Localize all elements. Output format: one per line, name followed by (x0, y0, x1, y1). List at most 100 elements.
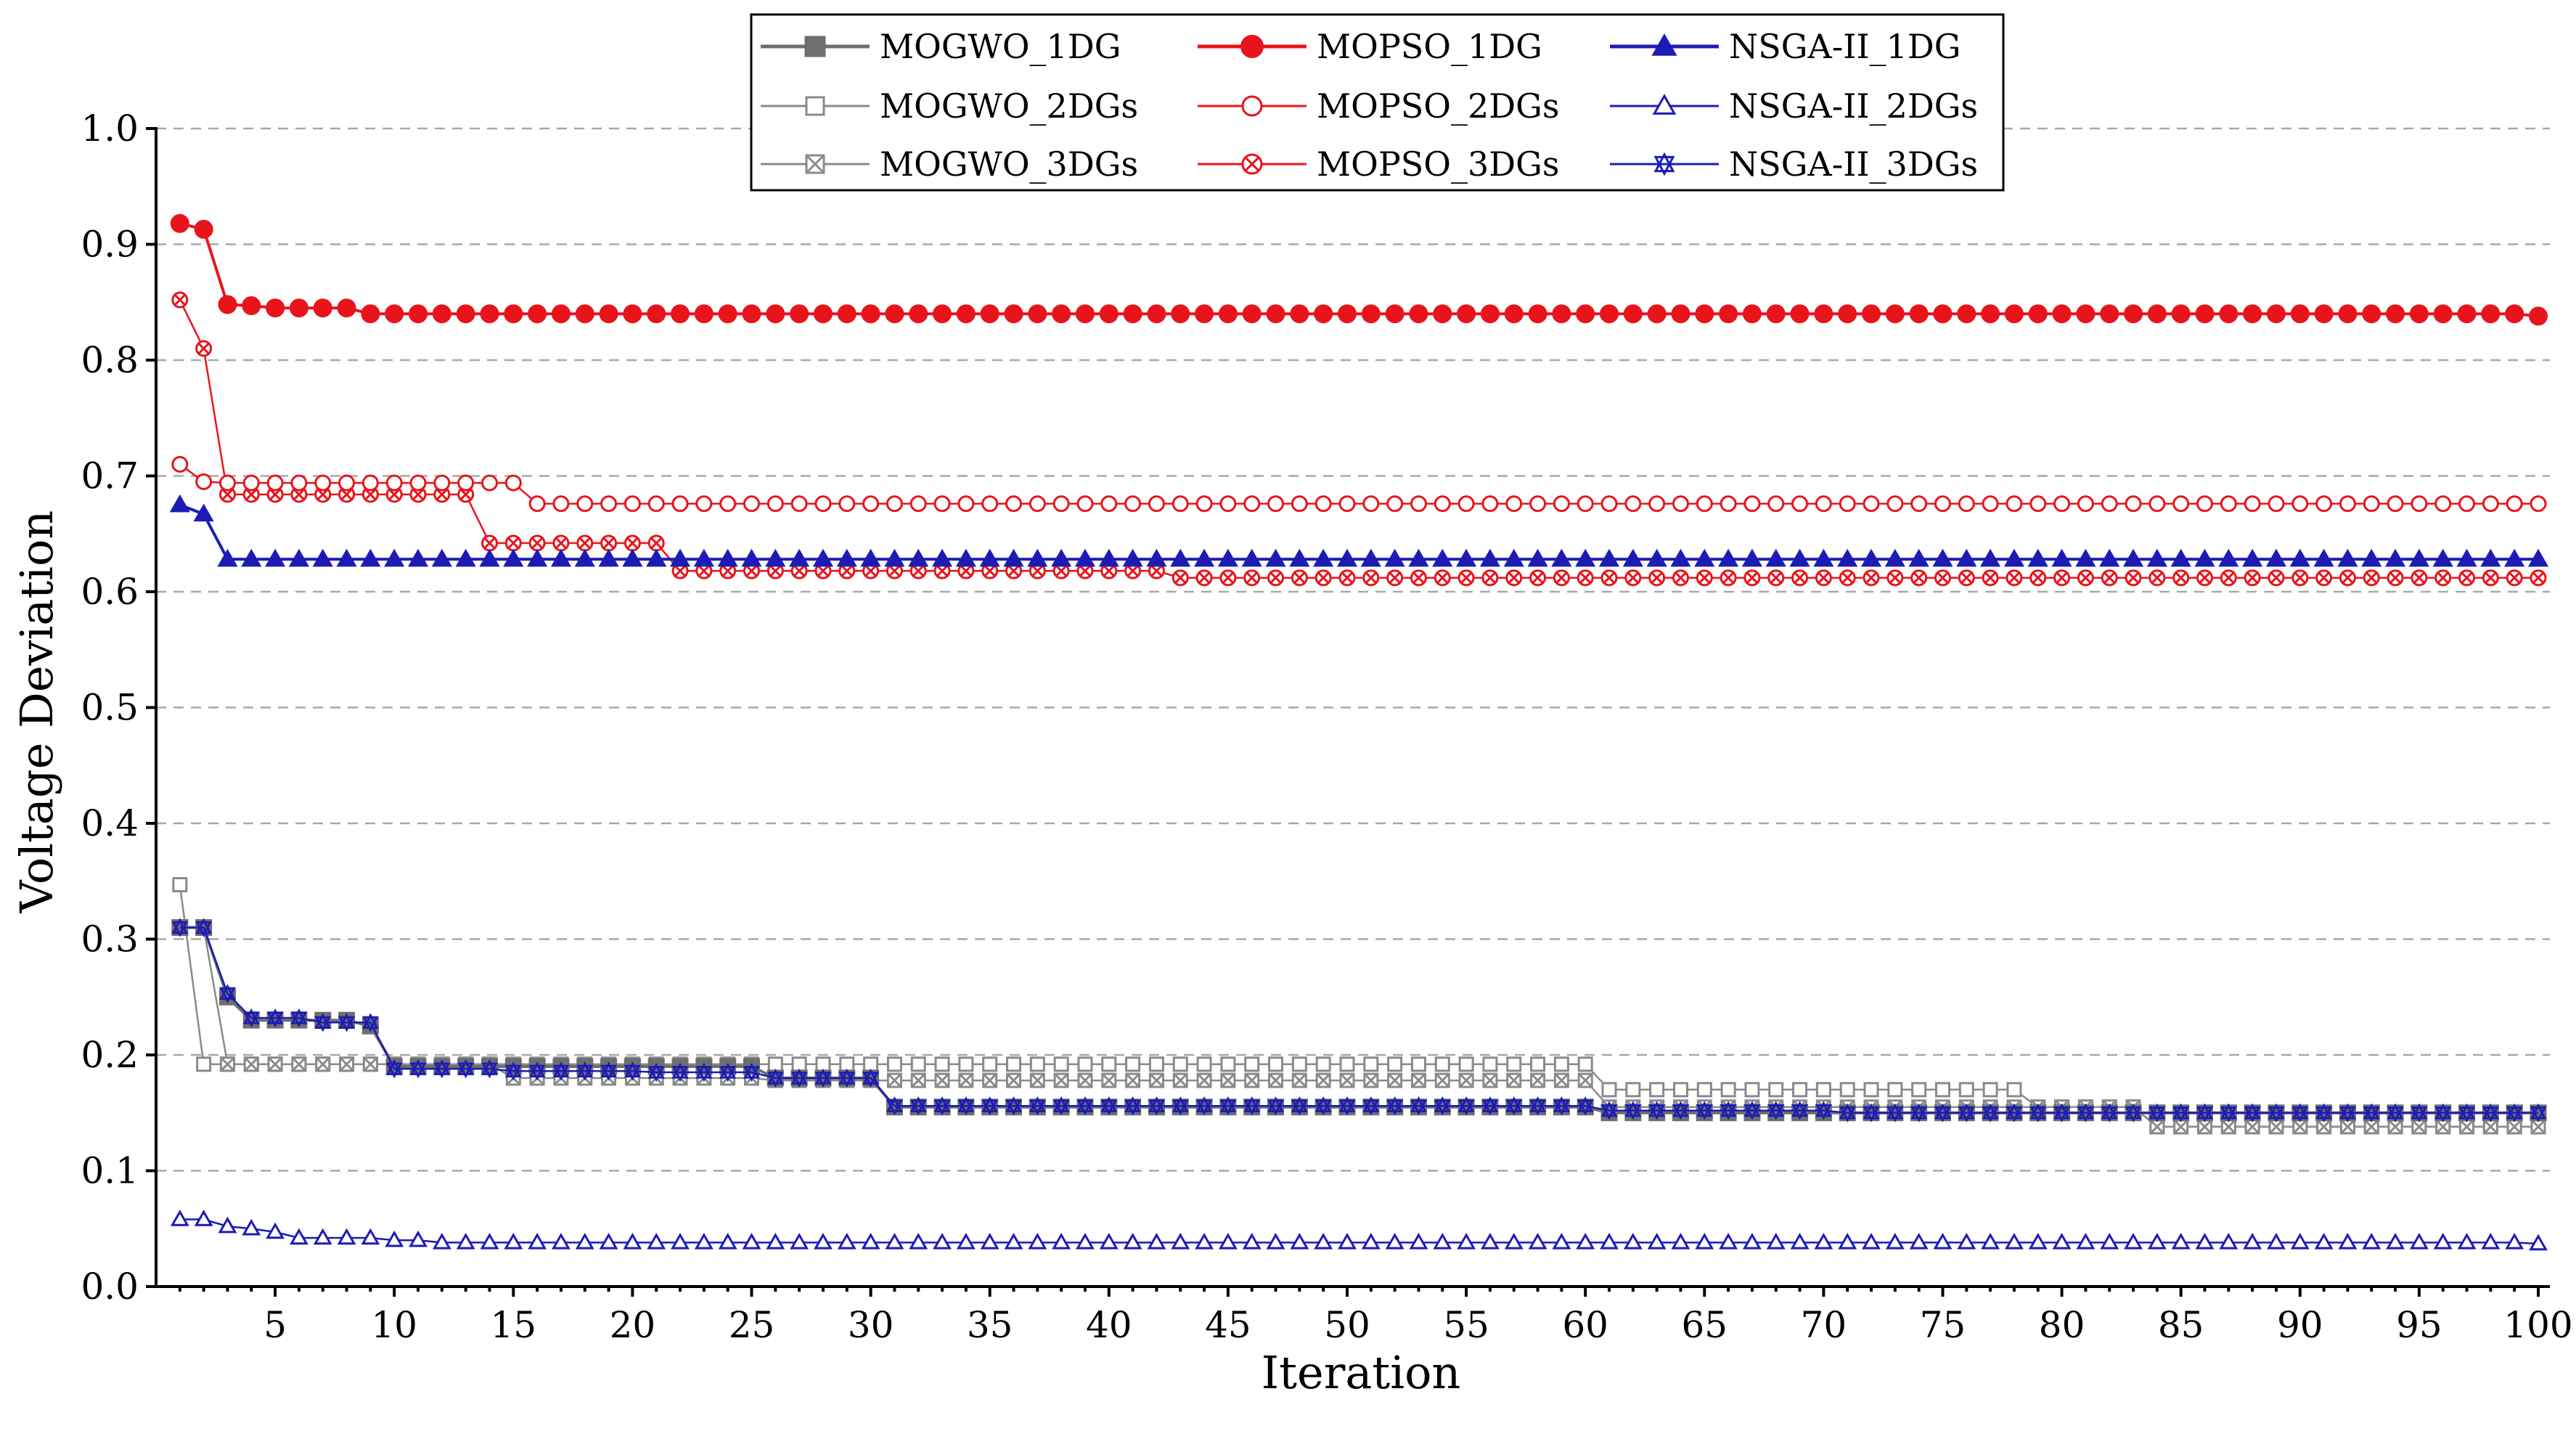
data-point-nsga-ii-3dgs (290, 1008, 308, 1028)
data-point-mopso-1dg (1528, 304, 1547, 324)
data-point-mopso-1dg (1600, 304, 1619, 324)
data-point-nsga-ii-2dgs (885, 1233, 904, 1250)
data-point-nsga-ii-3dgs (2125, 1103, 2142, 1122)
data-point-mogwo-3dgs (1220, 1072, 1236, 1088)
data-point-nsga-ii-1dg (860, 548, 881, 567)
series-mopso-1dg (170, 213, 2548, 326)
x-tick-label: 5 (263, 1304, 287, 1346)
data-point-mopso-3dgs (481, 534, 498, 552)
data-point-nsga-ii-3dgs (361, 1013, 379, 1032)
data-point-mopso-2dgs (1624, 495, 1642, 513)
series-line-mogwo-2dgs (179, 884, 2538, 1128)
legend-label: NSGA-II_1DG (1729, 27, 1961, 66)
legend-swatch-marker (1653, 152, 1675, 176)
data-point-mopso-1dg (1552, 304, 1571, 324)
data-point-mopso-2dgs (2005, 495, 2023, 513)
data-point-mopso-1dg (409, 304, 428, 324)
data-point-nsga-ii-3dgs (2315, 1103, 2333, 1122)
data-point-mogwo-2dgs (1935, 1082, 1950, 1098)
data-point-mopso-1dg (2100, 304, 2119, 324)
data-point-mopso-2dgs (2101, 495, 2118, 513)
data-point-mopso-1dg (1171, 304, 1190, 324)
data-point-mopso-1dg (2219, 304, 2238, 324)
data-point-nsga-ii-2dgs (1719, 1233, 1738, 1250)
data-point-nsga-ii-1dg (1789, 548, 1810, 567)
data-point-mogwo-3dgs (1029, 1072, 1045, 1088)
data-point-nsga-ii-3dgs (1386, 1096, 1404, 1116)
data-point-mopso-1dg (1766, 304, 1786, 324)
y-tick-label: 0.8 (81, 339, 139, 381)
data-point-mopso-2dgs (719, 495, 737, 513)
data-point-nsga-ii-2dgs (1314, 1233, 1333, 1250)
data-point-mopso-2dgs (886, 495, 903, 513)
data-point-mogwo-2dgs (1077, 1056, 1093, 1072)
data-point-mogwo-2dgs (196, 1056, 212, 1072)
data-point-mopso-1dg (528, 304, 547, 324)
x-tick-label: 90 (2277, 1304, 2323, 1346)
data-point-nsga-ii-3dgs (409, 1059, 427, 1079)
data-point-nsga-ii-3dgs (2530, 1103, 2547, 1122)
data-point-nsga-ii-1dg (1575, 548, 1596, 567)
data-point-mopso-1dg (1361, 304, 1381, 324)
x-tick-label: 60 (1562, 1304, 1608, 1346)
legend-label: MOPSO_2DGs (1317, 86, 1560, 126)
data-point-mogwo-2dgs (1696, 1082, 1712, 1098)
data-point-mopso-3dgs (2053, 569, 2071, 587)
data-point-mopso-1dg (361, 304, 380, 324)
data-point-mopso-2dgs (504, 474, 522, 492)
data-point-nsga-ii-3dgs (2053, 1103, 2071, 1122)
data-point-mopso-2dgs (481, 474, 498, 492)
data-point-mopso-2dgs (695, 495, 713, 513)
data-point-nsga-ii-3dgs (1648, 1101, 1666, 1120)
data-point-nsga-ii-3dgs (2434, 1103, 2452, 1122)
data-point-nsga-ii-3dgs (2101, 1103, 2118, 1122)
y-tick-label: 0.9 (81, 224, 139, 266)
data-point-mopso-2dgs (2220, 495, 2237, 513)
data-point-mopso-2dgs (1767, 495, 1785, 513)
data-point-mopso-2dgs (2291, 495, 2309, 513)
data-point-nsga-ii-1dg (1384, 548, 1405, 567)
data-point-nsga-ii-2dgs (528, 1233, 547, 1250)
data-point-mopso-3dgs (2077, 569, 2094, 587)
data-point-mopso-1dg (1862, 304, 1881, 324)
legend-swatch-marker (804, 36, 826, 57)
legend-entry-nsga-ii-3dgs: NSGA-II_3DGs (1610, 144, 1978, 184)
data-point-nsga-ii-3dgs (1481, 1096, 1499, 1116)
legend-swatch-marker (1240, 35, 1264, 58)
data-point-nsga-ii-1dg (479, 548, 500, 567)
data-point-nsga-ii-2dgs (1457, 1233, 1476, 1250)
data-point-nsga-ii-3dgs (481, 1059, 498, 1079)
data-point-nsga-ii-1dg (2242, 548, 2263, 567)
data-point-mopso-3dgs (504, 534, 522, 552)
data-point-nsga-ii-2dgs (1218, 1233, 1238, 1250)
data-point-mogwo-3dgs (291, 1056, 307, 1072)
legend-entry-mogwo-1dg: MOGWO_1DG (761, 27, 1121, 66)
data-point-nsga-ii-3dgs (814, 1068, 832, 1088)
data-point-nsga-ii-2dgs (170, 1210, 189, 1226)
data-point-mopso-3dgs (1005, 562, 1023, 579)
data-point-mopso-3dgs (1410, 569, 1427, 587)
data-point-mopso-1dg (575, 304, 594, 324)
series-line-nsga-ii-2dgs (179, 1218, 2539, 1245)
data-point-nsga-ii-2dgs (1099, 1233, 1119, 1250)
data-point-nsga-ii-1dg (669, 548, 691, 567)
data-point-mopso-1dg (2028, 304, 2048, 324)
data-point-mopso-3dgs (743, 562, 760, 579)
data-point-mopso-2dgs (1148, 495, 1165, 513)
series-mogwo-1dg (171, 919, 2547, 1122)
data-point-nsga-ii-2dgs (1385, 1233, 1404, 1250)
data-point-mopso-1dg (432, 304, 451, 324)
data-point-nsga-ii-2dgs (718, 1233, 737, 1250)
data-point-nsga-ii-3dgs (743, 1062, 760, 1083)
data-point-nsga-ii-2dgs (1981, 1233, 2000, 1250)
data-point-mopso-1dg (2052, 304, 2072, 324)
data-point-nsga-ii-1dg (2408, 548, 2429, 567)
x-tick-label: 70 (1801, 1304, 1847, 1346)
data-point-mopso-1dg (170, 213, 189, 233)
data-point-mopso-2dgs (600, 495, 618, 513)
data-point-nsga-ii-3dgs (2244, 1103, 2261, 1122)
legend: MOGWO_1DG MOGWO_2DGs MOGWO_3DGs MOPSO_1DG MO… (750, 13, 2005, 192)
data-point-mopso-1dg (1647, 304, 1667, 324)
data-point-nsga-ii-2dgs (2409, 1233, 2429, 1250)
